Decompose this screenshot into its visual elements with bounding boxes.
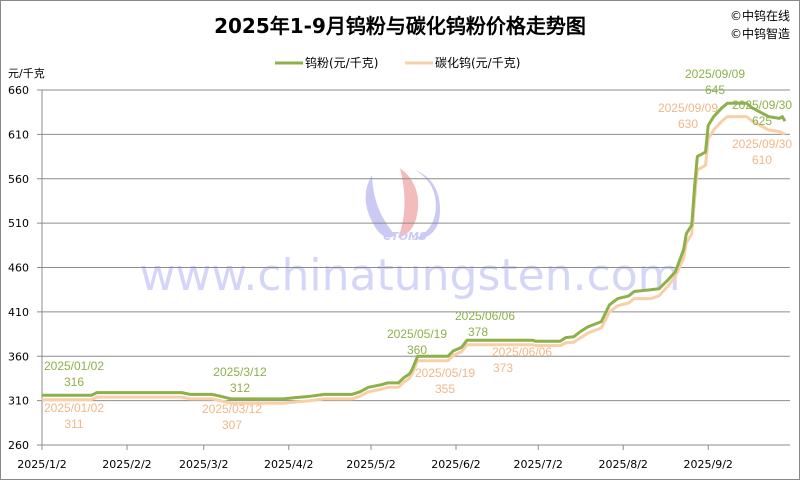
watermark-text: www.chinatungsten.com	[139, 250, 680, 301]
annotation-value: 312	[230, 381, 250, 395]
annotation-date: 2025/09/09	[658, 101, 718, 115]
y-tick-label: 610	[8, 128, 29, 141]
annotation-value: 630	[678, 117, 698, 131]
legend-label: 碳化钨(元/千克)	[435, 55, 520, 70]
x-tick-label: 2025/5/2	[346, 458, 395, 471]
ctoms-logo: CTOMS	[365, 168, 440, 243]
series-line-tungsten-powder	[42, 101, 787, 401]
legend: 钨粉(元/千克) 碳化钨(元/千克)	[275, 55, 520, 70]
annotation-value: 373	[493, 361, 513, 375]
annotation-date: 2025/05/19	[415, 366, 475, 380]
y-tick-label: 560	[8, 173, 29, 186]
annotation-date: 2025/03/12	[202, 402, 262, 416]
branding-line2: ©中钨智造	[730, 26, 790, 41]
x-tick-label: 2025/4/2	[264, 458, 313, 471]
y-tick-label: 360	[8, 350, 29, 363]
annotation-value: 355	[435, 382, 455, 396]
annotation-value: 311	[64, 417, 83, 431]
annotation-value: 625	[752, 114, 772, 128]
annotation-date: 2025/3/12	[213, 365, 267, 379]
x-tick-label: 2025/2/2	[102, 458, 151, 471]
annotation-value: 360	[407, 343, 427, 357]
annotation-date: 2025/05/19	[387, 327, 447, 341]
x-tick-label: 2025/9/2	[684, 458, 733, 471]
watermark-logo-text: CTOMS	[383, 230, 427, 243]
y-tick-label: 310	[8, 395, 29, 408]
annotation-date: 2025/01/02	[44, 359, 104, 373]
annotation-date: 2025/06/06	[492, 345, 552, 359]
legend-label: 钨粉(元/千克)	[305, 55, 378, 70]
annotation-value: 610	[752, 153, 772, 167]
annotation-value: 378	[468, 325, 488, 339]
axes: 260 310 360 410 460 510 560 610 660 2025/1/2 2025/…	[8, 84, 733, 471]
watermark: CTOMS www.chinatungsten.com	[139, 168, 681, 301]
x-tick-label: 2025/6/2	[431, 458, 480, 471]
annotation-date: 2025/06/06	[455, 309, 515, 323]
annotation-value: 307	[222, 418, 242, 432]
y-tick-label: 260	[8, 439, 29, 452]
y-axis-unit: 元/千克	[8, 67, 45, 80]
series-group	[42, 101, 787, 405]
annotations: 2025/01/02 316 2025/3/12 312 2025/05/19 360 20…	[44, 67, 792, 432]
branding-line1: ©中钨在线	[730, 8, 790, 23]
y-tick-label: 460	[8, 262, 29, 275]
x-tick-label: 2025/7/2	[514, 458, 563, 471]
gridlines	[42, 89, 790, 446]
annotation-value: 645	[705, 83, 725, 97]
x-tick-label: 2025/3/2	[179, 458, 228, 471]
annotation-date: 2025/09/30	[732, 137, 792, 151]
annotation-date: 2025/01/02	[44, 401, 104, 415]
y-tick-label: 510	[8, 217, 29, 230]
chart-title: 2025年1-9月钨粉与碳化钨粉价格走势图	[214, 14, 586, 38]
annotation-value: 316	[64, 375, 84, 389]
annotation-date: 2025/09/30	[732, 98, 792, 112]
x-tick-label: 2025/1/2	[17, 458, 66, 471]
y-tick-label: 660	[8, 84, 29, 97]
y-tick-label: 410	[8, 306, 29, 319]
x-tick-label: 2025/8/2	[599, 458, 648, 471]
annotation-date: 2025/09/09	[685, 67, 745, 81]
